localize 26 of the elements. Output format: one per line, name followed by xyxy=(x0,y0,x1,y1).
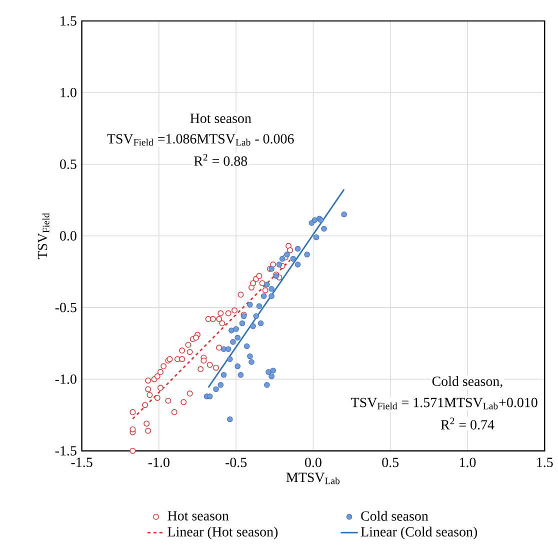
y-tick-label: 0.5 xyxy=(60,160,76,170)
annotation: Cold season, xyxy=(432,376,502,388)
annotation: Hot season xyxy=(190,114,252,124)
x-tick-label: 0.0 xyxy=(305,458,322,468)
x-tick-label: -1.5 xyxy=(71,458,92,468)
x-tick-label: -0.5 xyxy=(226,458,247,468)
x-tick-label: 1.5 xyxy=(537,458,553,468)
legend-label: Linear (Cold season) xyxy=(360,526,478,540)
y-tick-label: -1.5 xyxy=(55,446,76,456)
x-tick-label: -1.0 xyxy=(148,458,170,468)
y-tick-label: 1.0 xyxy=(60,88,76,98)
x-axis-title: MTSV$_{Lab}$ xyxy=(286,472,340,484)
annotation: TSV$_{Field}$ =1.086MTSV$_{Lab}$ - 0.006 xyxy=(107,134,294,146)
y-tick-label: -0.5 xyxy=(55,303,76,312)
x-tick-label: 0.5 xyxy=(382,458,399,468)
legend-label: Linear (Hot season) xyxy=(168,526,278,540)
y-tick-label: 0.0 xyxy=(60,231,76,241)
annotation: TSV$_{Field}$ = 1.571MTSV$_{Lab}$+0.010 xyxy=(351,398,538,410)
annotation: R$^{2}$ = 0.88 xyxy=(194,154,248,166)
y-tick-label: 1.5 xyxy=(60,16,76,26)
legend-label: Cold season xyxy=(361,511,428,521)
x-tick-label: 1.0 xyxy=(460,458,476,468)
legend-label: Hot season xyxy=(168,511,229,521)
y-axis-title: TSV$_{Field}$ xyxy=(38,213,50,260)
annotation: R$^{2}$ = 0.74 xyxy=(440,418,494,430)
y-tick-label: -1.0 xyxy=(55,374,76,384)
